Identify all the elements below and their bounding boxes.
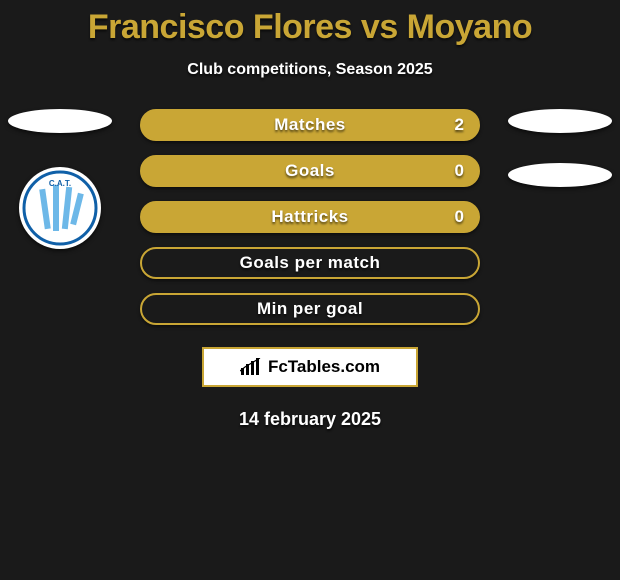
stat-right-value: 2 xyxy=(455,115,464,135)
stat-bar-goals-per-match: Goals per match xyxy=(140,247,480,279)
stat-label: Min per goal xyxy=(257,299,363,319)
right-placeholder-1 xyxy=(508,109,612,133)
left-club-badge: C.A.T. xyxy=(19,167,101,249)
page-title: Francisco Flores vs Moyano xyxy=(0,0,620,47)
stat-bar-hattricks: Hattricks 0 xyxy=(140,201,480,233)
page-subtitle: Club competitions, Season 2025 xyxy=(0,61,620,79)
comparison-stage: C.A.T. Matches 2 Goals 0 Hattricks 0 Goa… xyxy=(0,109,620,325)
left-placeholder-1 xyxy=(8,109,112,133)
stat-label: Hattricks xyxy=(271,207,348,227)
stat-bar-matches: Matches 2 xyxy=(140,109,480,141)
left-team-column: C.A.T. xyxy=(5,109,115,249)
stat-bars: Matches 2 Goals 0 Hattricks 0 Goals per … xyxy=(140,109,480,325)
club-crest-icon: C.A.T. xyxy=(19,167,101,249)
svg-text:C.A.T.: C.A.T. xyxy=(49,179,71,188)
stat-bar-min-per-goal: Min per goal xyxy=(140,293,480,325)
stat-label: Matches xyxy=(274,115,346,135)
stat-right-value: 0 xyxy=(455,161,464,181)
stat-right-value: 0 xyxy=(455,207,464,227)
bar-chart-icon xyxy=(240,358,262,376)
brand-box[interactable]: FcTables.com xyxy=(202,347,418,387)
brand-text: FcTables.com xyxy=(268,357,380,377)
stat-bar-goals: Goals 0 xyxy=(140,155,480,187)
right-placeholder-2 xyxy=(508,163,612,187)
date-stamp: 14 february 2025 xyxy=(0,409,620,430)
stat-label: Goals xyxy=(285,161,335,181)
stat-label: Goals per match xyxy=(240,253,381,273)
right-team-column xyxy=(505,109,615,187)
